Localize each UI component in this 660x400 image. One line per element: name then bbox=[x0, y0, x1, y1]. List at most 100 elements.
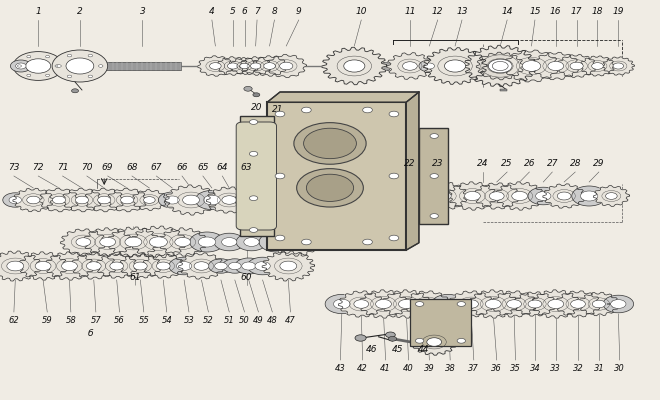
Circle shape bbox=[35, 262, 51, 270]
Polygon shape bbox=[158, 228, 207, 256]
Circle shape bbox=[302, 239, 312, 245]
Polygon shape bbox=[119, 254, 162, 278]
Text: 2: 2 bbox=[77, 7, 82, 16]
Circle shape bbox=[158, 192, 186, 208]
Text: 66: 66 bbox=[176, 163, 188, 172]
Circle shape bbox=[144, 197, 155, 203]
Circle shape bbox=[228, 262, 241, 270]
Text: 39: 39 bbox=[424, 364, 435, 373]
Circle shape bbox=[75, 196, 88, 204]
Polygon shape bbox=[271, 228, 320, 256]
Circle shape bbox=[492, 62, 508, 70]
Bar bbox=[410, 299, 471, 346]
Polygon shape bbox=[262, 251, 315, 281]
Circle shape bbox=[591, 63, 603, 69]
Text: 20: 20 bbox=[251, 103, 263, 112]
Circle shape bbox=[228, 63, 238, 69]
Text: 36: 36 bbox=[491, 364, 502, 373]
Text: 43: 43 bbox=[335, 364, 346, 373]
Bar bbox=[240, 116, 275, 236]
Text: 55: 55 bbox=[139, 316, 149, 325]
Text: 13: 13 bbox=[456, 7, 468, 16]
Circle shape bbox=[376, 300, 391, 308]
Circle shape bbox=[444, 60, 465, 72]
Circle shape bbox=[362, 239, 372, 245]
Polygon shape bbox=[407, 92, 419, 250]
Circle shape bbox=[242, 196, 258, 204]
Text: 3: 3 bbox=[139, 7, 145, 16]
Polygon shape bbox=[207, 187, 252, 213]
Text: 56: 56 bbox=[114, 316, 125, 325]
Text: 10: 10 bbox=[356, 7, 367, 16]
Circle shape bbox=[67, 54, 72, 57]
Circle shape bbox=[133, 262, 147, 270]
Polygon shape bbox=[423, 48, 487, 84]
Polygon shape bbox=[61, 188, 102, 212]
Circle shape bbox=[203, 195, 220, 205]
Polygon shape bbox=[405, 291, 450, 317]
Text: 30: 30 bbox=[614, 364, 625, 373]
Bar bbox=[419, 128, 448, 224]
Text: 46: 46 bbox=[366, 345, 378, 354]
Polygon shape bbox=[359, 290, 408, 318]
Polygon shape bbox=[531, 290, 580, 318]
Text: 6: 6 bbox=[242, 7, 248, 16]
Circle shape bbox=[121, 196, 134, 204]
Circle shape bbox=[13, 52, 63, 80]
Polygon shape bbox=[13, 188, 54, 212]
Circle shape bbox=[557, 192, 571, 200]
Polygon shape bbox=[491, 291, 537, 317]
Polygon shape bbox=[578, 292, 619, 316]
Text: 52: 52 bbox=[203, 316, 214, 325]
Circle shape bbox=[236, 233, 267, 251]
Polygon shape bbox=[504, 50, 560, 82]
Text: 70: 70 bbox=[81, 163, 92, 172]
Text: 58: 58 bbox=[65, 316, 77, 325]
Text: 64: 64 bbox=[216, 163, 228, 172]
Text: 48: 48 bbox=[267, 316, 278, 325]
Polygon shape bbox=[387, 53, 433, 79]
Text: 51: 51 bbox=[224, 316, 235, 325]
Circle shape bbox=[199, 237, 216, 247]
Circle shape bbox=[294, 123, 366, 164]
Circle shape bbox=[415, 338, 424, 343]
Polygon shape bbox=[252, 56, 287, 76]
Circle shape bbox=[457, 338, 465, 343]
Polygon shape bbox=[18, 252, 68, 280]
Text: 57: 57 bbox=[90, 316, 101, 325]
Polygon shape bbox=[580, 56, 615, 76]
Circle shape bbox=[222, 238, 237, 246]
Circle shape bbox=[156, 262, 170, 270]
Circle shape bbox=[52, 50, 108, 82]
Polygon shape bbox=[71, 253, 117, 279]
Polygon shape bbox=[45, 252, 94, 280]
Polygon shape bbox=[96, 254, 138, 278]
Circle shape bbox=[403, 62, 417, 70]
Circle shape bbox=[52, 196, 65, 204]
Circle shape bbox=[240, 63, 249, 69]
Circle shape bbox=[16, 63, 26, 69]
Polygon shape bbox=[555, 291, 601, 317]
Circle shape bbox=[248, 257, 278, 275]
Circle shape bbox=[17, 65, 22, 67]
Text: 11: 11 bbox=[404, 7, 416, 16]
Text: 54: 54 bbox=[161, 316, 172, 325]
Polygon shape bbox=[107, 188, 148, 212]
Circle shape bbox=[275, 235, 285, 241]
Text: 26: 26 bbox=[523, 159, 535, 168]
Circle shape bbox=[389, 173, 399, 179]
Text: 61: 61 bbox=[130, 273, 141, 282]
Polygon shape bbox=[267, 92, 419, 102]
Text: 50: 50 bbox=[239, 316, 250, 325]
Text: 60: 60 bbox=[241, 273, 252, 282]
Circle shape bbox=[275, 173, 285, 179]
Circle shape bbox=[465, 192, 480, 200]
Text: 19: 19 bbox=[612, 7, 624, 16]
Text: 44: 44 bbox=[418, 345, 430, 354]
Circle shape bbox=[27, 74, 31, 76]
Polygon shape bbox=[38, 188, 80, 212]
Polygon shape bbox=[411, 329, 457, 355]
Circle shape bbox=[244, 238, 259, 246]
Text: 28: 28 bbox=[570, 159, 581, 168]
Circle shape bbox=[46, 56, 50, 58]
